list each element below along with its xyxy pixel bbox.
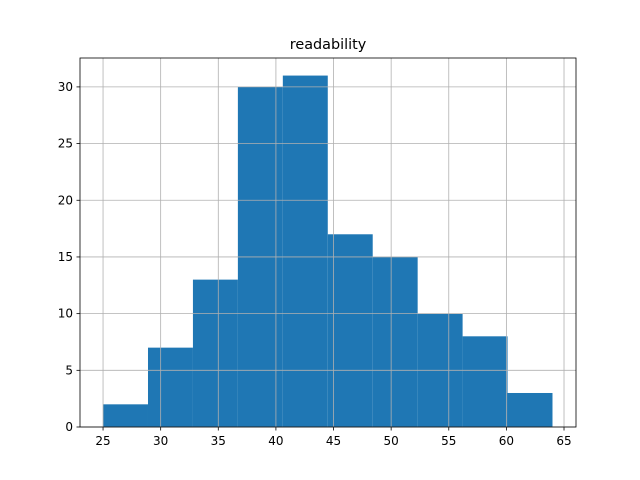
x-tick-label: 65 <box>556 434 571 448</box>
bar <box>192 279 238 427</box>
y-tick-label: 10 <box>58 307 73 321</box>
bar <box>103 404 148 427</box>
y-tick-label: 25 <box>58 137 73 151</box>
x-tick-label: 35 <box>211 434 226 448</box>
bar <box>147 347 193 427</box>
bar <box>462 336 508 427</box>
x-tick-label: 30 <box>153 434 168 448</box>
bar <box>327 234 373 427</box>
bar <box>282 75 328 428</box>
x-tick-label: 60 <box>499 434 514 448</box>
x-tick-label: 45 <box>326 434 341 448</box>
y-tick-label: 5 <box>65 363 73 377</box>
bar <box>507 392 553 427</box>
chart-title: readability <box>290 37 367 53</box>
y-tick-label: 20 <box>58 193 73 207</box>
x-tick-label: 55 <box>441 434 456 448</box>
axes-frame <box>79 57 577 428</box>
bar <box>372 256 418 427</box>
y-tick-label: 30 <box>58 80 73 94</box>
y-tick-label: 15 <box>58 250 73 264</box>
x-tick-label: 25 <box>95 434 110 448</box>
x-tick-label: 50 <box>384 434 399 448</box>
x-tick-label: 40 <box>268 434 283 448</box>
y-tick-label: 0 <box>65 420 73 434</box>
